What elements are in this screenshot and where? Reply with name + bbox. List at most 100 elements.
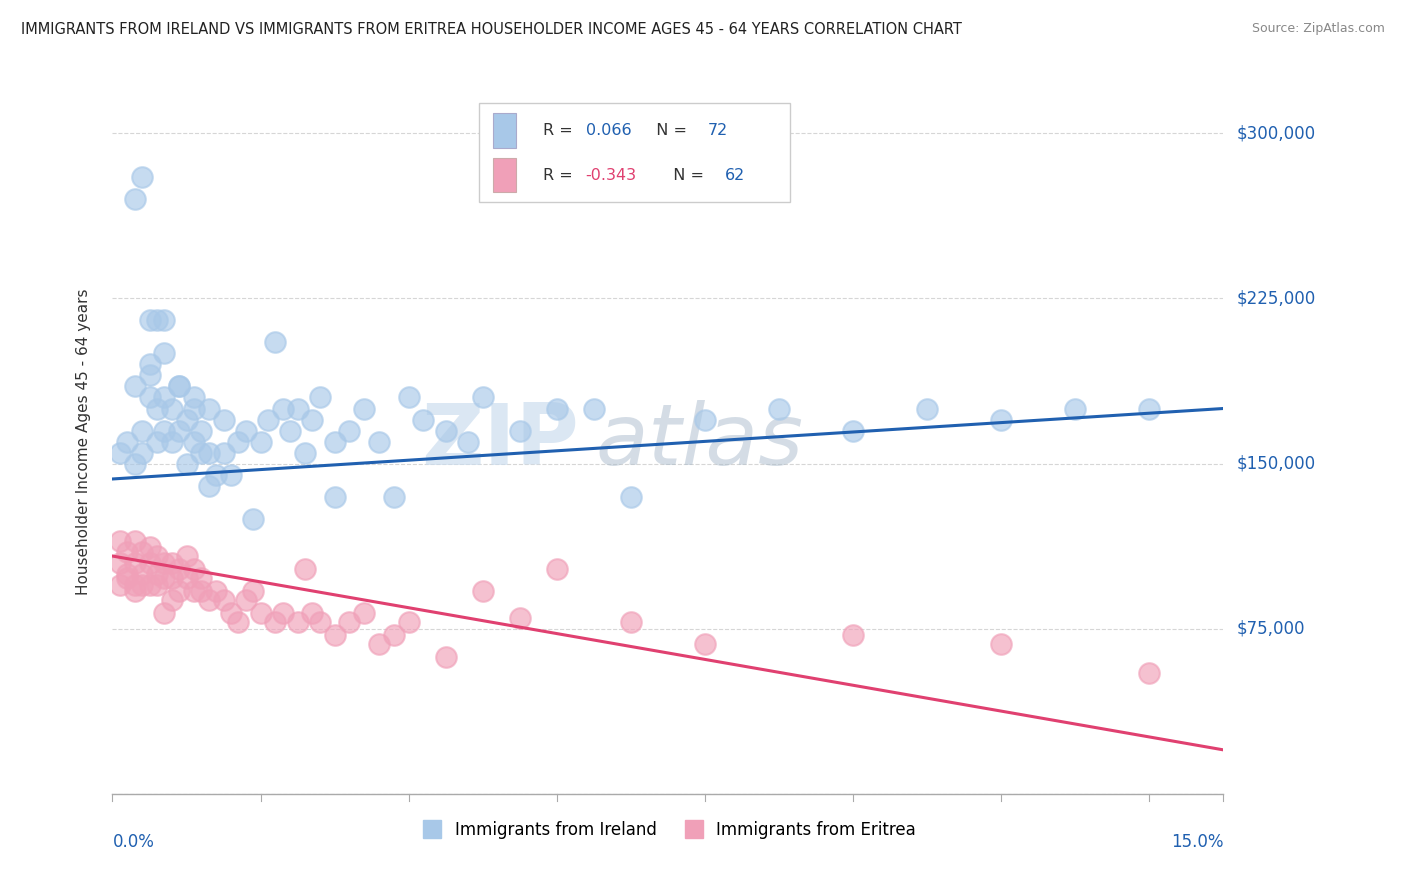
Point bbox=[353, 607, 375, 621]
Point bbox=[108, 533, 131, 548]
Point bbox=[176, 457, 198, 471]
Point bbox=[138, 556, 160, 570]
Point bbox=[412, 412, 434, 426]
Point bbox=[160, 401, 183, 416]
Point bbox=[138, 358, 160, 372]
Point bbox=[190, 424, 212, 438]
Point bbox=[353, 401, 375, 416]
Point bbox=[153, 424, 176, 438]
Point bbox=[167, 379, 190, 393]
Point bbox=[368, 637, 391, 651]
FancyBboxPatch shape bbox=[494, 158, 516, 192]
Point bbox=[138, 368, 160, 383]
Point bbox=[693, 637, 716, 651]
Point bbox=[197, 593, 219, 607]
Point bbox=[124, 457, 146, 471]
Point bbox=[219, 607, 242, 621]
Point bbox=[153, 571, 176, 585]
Point bbox=[301, 412, 323, 426]
Point bbox=[108, 445, 131, 459]
Point bbox=[212, 445, 235, 459]
Point bbox=[160, 593, 183, 607]
Point bbox=[183, 391, 205, 405]
Point bbox=[271, 401, 294, 416]
Point bbox=[176, 571, 198, 585]
Point bbox=[308, 391, 330, 405]
Point bbox=[382, 628, 405, 642]
Point bbox=[212, 412, 235, 426]
Text: $150,000: $150,000 bbox=[1237, 455, 1316, 473]
Point bbox=[264, 335, 287, 350]
Point bbox=[167, 584, 190, 599]
Point bbox=[398, 391, 420, 405]
Point bbox=[190, 445, 212, 459]
Point bbox=[108, 556, 131, 570]
Point bbox=[153, 346, 176, 360]
Point bbox=[131, 445, 153, 459]
Point bbox=[138, 541, 160, 555]
Point bbox=[249, 607, 271, 621]
Text: R =: R = bbox=[544, 168, 578, 183]
Point bbox=[471, 391, 494, 405]
Point bbox=[1137, 401, 1160, 416]
Point bbox=[278, 424, 301, 438]
Point bbox=[108, 577, 131, 591]
Point bbox=[990, 412, 1012, 426]
Point bbox=[183, 434, 205, 449]
Y-axis label: Householder Income Ages 45 - 64 years: Householder Income Ages 45 - 64 years bbox=[76, 288, 91, 595]
Point bbox=[167, 379, 190, 393]
Text: ZIP: ZIP bbox=[422, 400, 579, 483]
Point bbox=[509, 424, 531, 438]
Point bbox=[509, 610, 531, 624]
Point bbox=[153, 607, 176, 621]
Text: 15.0%: 15.0% bbox=[1171, 832, 1223, 851]
Point bbox=[249, 434, 271, 449]
Point bbox=[842, 424, 865, 438]
Point bbox=[693, 412, 716, 426]
FancyBboxPatch shape bbox=[494, 113, 516, 148]
Point bbox=[146, 566, 169, 581]
Point bbox=[153, 556, 176, 570]
Text: $300,000: $300,000 bbox=[1237, 124, 1316, 142]
Point bbox=[167, 424, 190, 438]
Point bbox=[117, 544, 139, 558]
Point bbox=[546, 562, 568, 576]
Point bbox=[398, 615, 420, 629]
Point bbox=[287, 615, 309, 629]
Point bbox=[138, 391, 160, 405]
Point bbox=[124, 379, 146, 393]
Point bbox=[242, 584, 264, 599]
Point bbox=[160, 556, 183, 570]
Point bbox=[197, 445, 219, 459]
Point bbox=[117, 571, 139, 585]
Point bbox=[1137, 665, 1160, 680]
Point bbox=[990, 637, 1012, 651]
Point bbox=[212, 593, 235, 607]
Point bbox=[146, 313, 169, 327]
Point bbox=[271, 607, 294, 621]
Point bbox=[183, 584, 205, 599]
Point bbox=[768, 401, 790, 416]
Point bbox=[382, 490, 405, 504]
Point bbox=[323, 628, 346, 642]
Point bbox=[242, 511, 264, 525]
Point bbox=[471, 584, 494, 599]
Text: N =: N = bbox=[645, 123, 692, 138]
Point bbox=[308, 615, 330, 629]
Point bbox=[167, 562, 190, 576]
Point bbox=[205, 467, 228, 482]
Point bbox=[124, 556, 146, 570]
Point bbox=[131, 566, 153, 581]
Point bbox=[434, 650, 457, 665]
Point bbox=[1064, 401, 1087, 416]
Point bbox=[176, 412, 198, 426]
Point bbox=[235, 424, 257, 438]
Point bbox=[339, 424, 361, 438]
Text: -0.343: -0.343 bbox=[586, 168, 637, 183]
Text: IMMIGRANTS FROM IRELAND VS IMMIGRANTS FROM ERITREA HOUSEHOLDER INCOME AGES 45 - : IMMIGRANTS FROM IRELAND VS IMMIGRANTS FR… bbox=[21, 22, 962, 37]
Point bbox=[131, 577, 153, 591]
Point bbox=[301, 607, 323, 621]
Text: 62: 62 bbox=[724, 168, 745, 183]
Point bbox=[117, 566, 139, 581]
Point bbox=[323, 490, 346, 504]
